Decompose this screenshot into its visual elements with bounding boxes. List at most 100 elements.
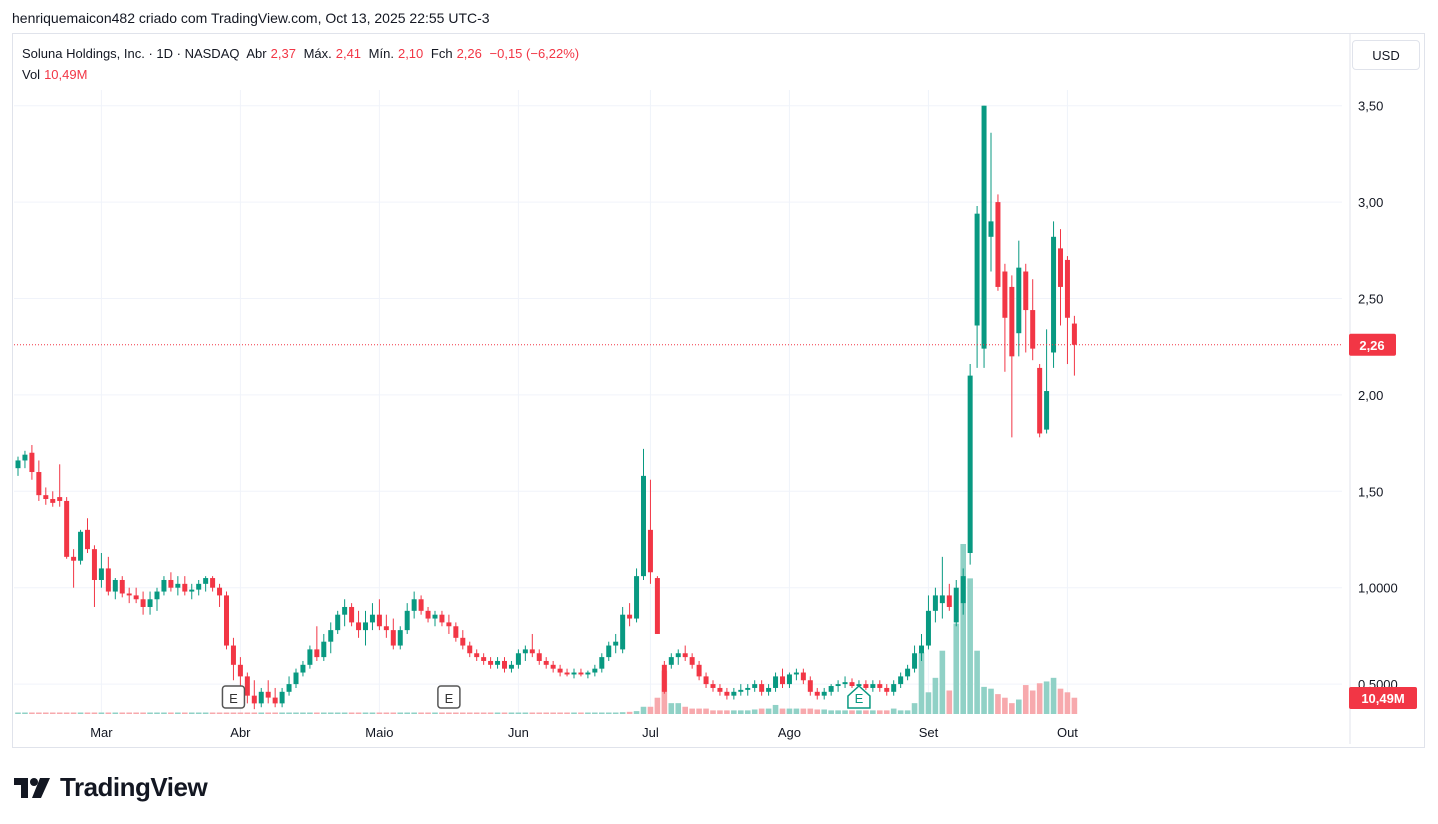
volume-legend: Vol 10,49M [22, 67, 87, 82]
candle [147, 591, 153, 615]
candle [356, 610, 362, 638]
volume-bar [348, 712, 355, 714]
chart-caption: henriquemaicon482 criado com TradingView… [12, 10, 490, 26]
candle [64, 497, 70, 559]
currency-button[interactable]: USD [1352, 40, 1420, 70]
x-tick-label: Jul [642, 725, 659, 740]
x-tick-label: Mar [90, 725, 113, 740]
candle-body [814, 691, 820, 696]
candle-body [112, 579, 118, 592]
candle-body [251, 695, 257, 704]
tradingview-logo-icon [14, 777, 50, 798]
candle-body [217, 587, 223, 596]
volume-bar [175, 712, 181, 714]
candle [376, 599, 382, 631]
volume-bar [717, 710, 723, 714]
volume-bar [446, 712, 452, 714]
legend-change: −0,15 (−6,22%) [489, 46, 580, 61]
candle [98, 552, 104, 588]
candle-body [696, 664, 702, 677]
candle-body [356, 622, 362, 631]
volume-bar [466, 712, 473, 714]
candle [1051, 221, 1057, 368]
candle [119, 576, 125, 598]
candle [536, 649, 542, 665]
volume-bar [119, 712, 126, 714]
candle [50, 491, 56, 507]
candle [529, 633, 535, 658]
candle [112, 578, 118, 600]
candle-body [842, 682, 848, 685]
candle [786, 672, 792, 688]
candle-body [64, 500, 70, 557]
candle-body [404, 610, 410, 631]
candle-body [647, 529, 653, 573]
volume-bar [939, 650, 946, 714]
volume-bar [216, 712, 223, 714]
earnings-marker-label: E [445, 691, 454, 706]
y-tick-label: 2,00 [1358, 388, 1383, 403]
candle-body [599, 657, 605, 669]
candle-body [224, 595, 229, 646]
candle [863, 680, 869, 690]
candle [627, 603, 633, 627]
candle [1058, 229, 1063, 326]
volume-bar [578, 712, 584, 714]
candle-body [689, 657, 695, 665]
volume-bar [112, 712, 119, 714]
candle-body [1044, 391, 1050, 430]
candle-body [536, 653, 542, 661]
legend-close-label: Fch [430, 46, 453, 61]
volume-bar [522, 712, 529, 714]
candle [703, 672, 709, 688]
legend-high-label: Máx. [303, 46, 332, 61]
candle [675, 649, 681, 665]
candle [967, 364, 973, 565]
volume-bar [1016, 699, 1022, 714]
volume-badge [1349, 687, 1417, 709]
candle [460, 630, 466, 650]
candle-body [98, 568, 104, 580]
volume-bar [953, 623, 960, 714]
volume-bar [710, 710, 716, 714]
volume-bar [161, 712, 167, 714]
volume-bar [355, 712, 362, 714]
volume-bar [77, 712, 84, 714]
candle-body [1030, 310, 1036, 349]
candle-body [988, 221, 994, 237]
volume-bar [29, 712, 35, 714]
candle [272, 687, 278, 708]
candle [585, 670, 591, 679]
candle [404, 603, 410, 634]
candle [1009, 275, 1015, 438]
tradingview-logo[interactable]: TradingView [14, 772, 208, 803]
volume-bar [293, 712, 299, 714]
volume-bar [508, 712, 515, 714]
volume-bar [974, 650, 980, 714]
candle [335, 610, 341, 634]
candle-body [738, 689, 744, 692]
candle-body [905, 668, 911, 677]
candle [835, 680, 841, 692]
volume-bar [821, 709, 827, 714]
candle [418, 595, 424, 615]
volume-bar [633, 711, 640, 714]
candle-body [210, 578, 216, 588]
candle-body [57, 497, 63, 501]
candle [363, 610, 368, 646]
volume-bar [98, 712, 105, 714]
candle [752, 680, 758, 692]
volume-bar [897, 710, 904, 714]
candle [474, 649, 480, 661]
candle [800, 668, 806, 685]
volume-bar [1036, 683, 1043, 714]
volume-bar [1022, 685, 1029, 714]
candle [696, 660, 702, 681]
volume-bar [237, 712, 244, 714]
candle [22, 450, 28, 469]
candle-body [606, 645, 612, 658]
volume-bar [612, 712, 619, 714]
candle-body [898, 676, 904, 685]
volume-bar [689, 708, 695, 714]
